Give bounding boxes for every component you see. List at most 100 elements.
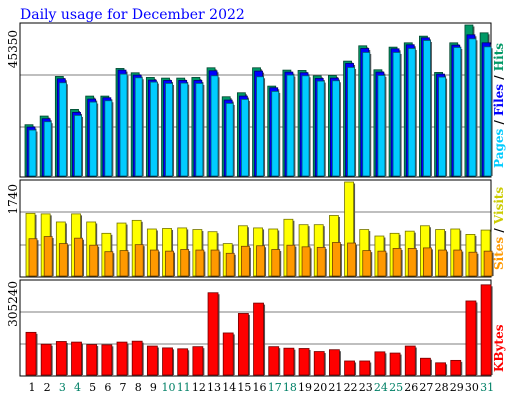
x-tick-label: 28 bbox=[435, 381, 449, 394]
bar-kbytes-day-31 bbox=[480, 284, 492, 376]
bar-pages-day-4 bbox=[74, 115, 82, 177]
x-tick-label: 25 bbox=[389, 381, 403, 394]
bar-pages-day-31 bbox=[483, 46, 492, 177]
x-tick-label: 24 bbox=[374, 381, 388, 394]
legend-visits-sites: Sites / Visits bbox=[492, 187, 506, 270]
x-tick-label: 7 bbox=[120, 381, 127, 394]
bar-pages-day-6 bbox=[104, 100, 113, 177]
x-tick-label: 20 bbox=[313, 381, 327, 394]
x-tick-label: 5 bbox=[89, 381, 96, 394]
bar-kbytes-day-9 bbox=[146, 345, 158, 376]
legend-hits-files-pages: Pages / Files / Hits bbox=[492, 43, 506, 168]
bar-pages-day-8 bbox=[134, 77, 143, 177]
bar-pages-day-11 bbox=[180, 82, 189, 177]
x-tick-label: 14 bbox=[222, 381, 236, 394]
bar-pages-day-7 bbox=[119, 73, 128, 177]
bar-kbytes-day-21 bbox=[328, 349, 340, 376]
bar-sites-day-13 bbox=[210, 249, 220, 277]
bar-pages-day-14 bbox=[225, 103, 234, 177]
bar-pages-day-27 bbox=[423, 40, 431, 177]
x-tick-label: 10 bbox=[162, 381, 176, 394]
bar-pages-day-5 bbox=[89, 101, 98, 177]
bar-sites-day-12 bbox=[195, 249, 205, 277]
bar-kbytes-day-4 bbox=[71, 341, 82, 376]
bar-kbytes-day-11 bbox=[177, 348, 189, 376]
bar-kbytes-day-13 bbox=[207, 292, 219, 376]
bar-kbytes-day-5 bbox=[86, 344, 98, 376]
bar-kbytes-day-15 bbox=[237, 313, 249, 376]
bar-sites-day-4 bbox=[74, 237, 83, 277]
bar-sites-day-11 bbox=[180, 249, 190, 277]
bar-pages-day-3 bbox=[58, 82, 67, 177]
bar-sites-day-3 bbox=[58, 243, 68, 277]
bar-kbytes-day-10 bbox=[162, 347, 173, 376]
bar-sites-day-5 bbox=[89, 244, 99, 277]
bar-kbytes-day-22 bbox=[344, 360, 355, 376]
bar-kbytes-day-7 bbox=[116, 341, 128, 376]
bar-pages-day-17 bbox=[271, 91, 280, 177]
bar-kbytes-day-2 bbox=[40, 343, 52, 376]
bar-sites-day-22 bbox=[347, 242, 356, 277]
legend-visits: Visits bbox=[492, 187, 506, 226]
bars-kbytes bbox=[25, 284, 493, 376]
x-tick-label: 11 bbox=[177, 381, 191, 394]
bar-sites-day-18 bbox=[286, 244, 296, 277]
bar-kbytes-day-18 bbox=[283, 347, 295, 376]
bar-kbytes-day-20 bbox=[313, 351, 325, 376]
bar-sites-day-14 bbox=[225, 252, 235, 277]
x-tick-label: 31 bbox=[480, 381, 494, 394]
x-tick-label: 2 bbox=[44, 381, 51, 394]
bar-pages-day-18 bbox=[286, 74, 295, 177]
x-tick-labels: 1 2 3 4 5 6 7 8 9 10 11 12 13 14 15 16 17 18 19 20 21 22 23 24 2… bbox=[29, 381, 495, 394]
bar-kbytes-day-1 bbox=[25, 331, 37, 376]
legend-files: Files bbox=[492, 84, 506, 116]
bar-sites-day-15 bbox=[240, 245, 250, 277]
x-tick-label: 8 bbox=[135, 381, 142, 394]
bars-sites bbox=[28, 236, 494, 277]
bar-pages-day-1 bbox=[28, 129, 37, 177]
bar-pages-day-30 bbox=[468, 38, 477, 177]
bar-sites-day-10 bbox=[165, 250, 174, 277]
ymax-label: 45350 bbox=[6, 30, 20, 68]
ymax-label: 1740 bbox=[6, 184, 20, 215]
bar-sites-day-21 bbox=[331, 242, 341, 277]
x-tick-label: 1 bbox=[29, 381, 36, 394]
x-tick-label: 21 bbox=[328, 381, 342, 394]
x-tick-label: 15 bbox=[237, 381, 251, 394]
x-tick-label: 22 bbox=[344, 381, 358, 394]
legend-hits: Hits bbox=[492, 43, 506, 71]
bar-kbytes-day-19 bbox=[298, 348, 310, 376]
bar-kbytes-day-24 bbox=[374, 351, 386, 376]
bar-sites-day-8 bbox=[134, 244, 144, 277]
x-tick-label: 29 bbox=[450, 381, 464, 394]
x-tick-label: 26 bbox=[404, 381, 418, 394]
bar-kbytes-day-23 bbox=[359, 360, 371, 376]
x-tick-label: 17 bbox=[268, 381, 282, 394]
x-tick-label: 4 bbox=[74, 381, 81, 394]
bar-pages-day-10 bbox=[165, 83, 173, 177]
bar-sites-day-24 bbox=[377, 250, 387, 277]
bar-pages-day-28 bbox=[438, 76, 446, 177]
bar-sites-day-26 bbox=[407, 248, 417, 277]
x-tick-label: 19 bbox=[298, 381, 312, 394]
bar-sites-day-17 bbox=[271, 249, 281, 277]
x-tick-label: 12 bbox=[192, 381, 206, 394]
bar-pages-day-2 bbox=[43, 121, 52, 177]
bar-pages-day-24 bbox=[377, 75, 386, 177]
bar-kbytes-day-3 bbox=[55, 341, 67, 376]
bar-pages-day-12 bbox=[195, 83, 204, 177]
bar-kbytes-day-25 bbox=[389, 352, 401, 376]
bar-sites-day-23 bbox=[362, 250, 372, 277]
bar-pages-day-23 bbox=[362, 52, 371, 177]
panel-kbytes: 305240 KBytes bbox=[6, 279, 506, 377]
legend-pages: Pages bbox=[492, 128, 506, 168]
bar-sites-day-6 bbox=[104, 251, 114, 277]
bar-kbytes-day-26 bbox=[404, 345, 416, 376]
x-tick-label: 9 bbox=[150, 381, 157, 394]
bar-sites-day-30 bbox=[468, 251, 478, 277]
bar-kbytes-day-14 bbox=[222, 332, 234, 376]
bar-sites-day-27 bbox=[423, 247, 432, 277]
bar-sites-day-29 bbox=[453, 249, 463, 277]
bar-kbytes-day-12 bbox=[192, 346, 204, 376]
